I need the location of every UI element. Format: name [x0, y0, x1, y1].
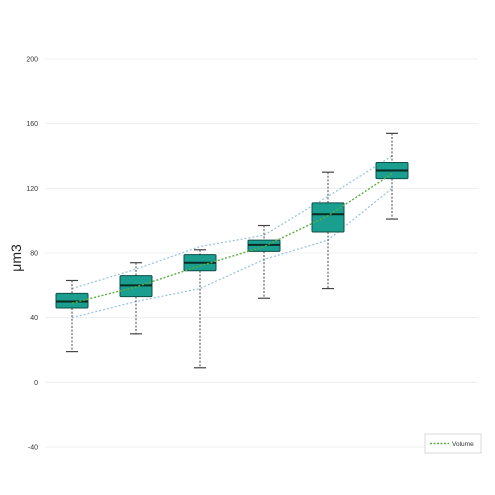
box-group-1: [55, 279, 89, 353]
y-tick-label: 80: [30, 251, 38, 258]
boxes-layer: [55, 132, 409, 369]
y-axis-label: μm3: [8, 244, 24, 272]
y-axis: 200 160 120 80 40 0 -40: [26, 57, 38, 452]
grid-layer: [45, 58, 478, 448]
box-group-4: [247, 224, 281, 299]
y-tick-label: 160: [26, 121, 38, 128]
mean-line-layer: [71, 173, 393, 304]
box-group-5: [311, 171, 345, 290]
y-tick-label: 0: [34, 380, 38, 387]
volume-mean-line: [71, 173, 393, 304]
y-tick-label: 40: [30, 315, 38, 322]
box-group-2: [119, 262, 153, 335]
y-tick-label: 120: [26, 186, 38, 193]
box: [311, 202, 345, 233]
legend-label-volume: Volume: [452, 441, 474, 448]
legend: Volume: [424, 433, 482, 454]
box-group-3: [183, 249, 217, 369]
box-group-6: [375, 132, 409, 220]
y-tick-label: 200: [26, 57, 38, 64]
legend-box: [424, 433, 482, 454]
y-tick-label: -40: [28, 445, 38, 452]
